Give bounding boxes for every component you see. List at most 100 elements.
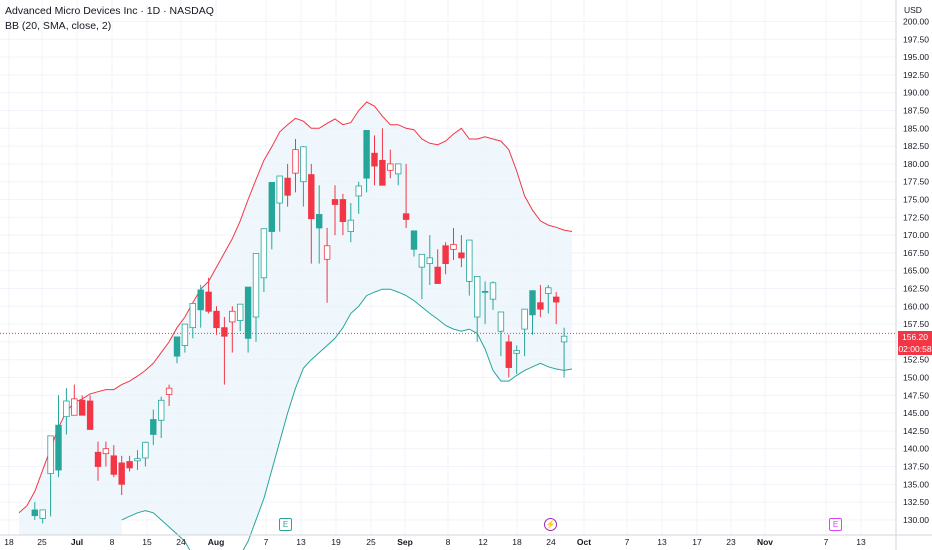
candle-body	[371, 152, 378, 167]
candle-body	[118, 462, 125, 485]
candle-body	[157, 399, 165, 421]
candle-body	[150, 419, 157, 435]
candle-body	[339, 199, 347, 222]
indicator-label[interactable]: BB (20, SMA, close, 2)	[5, 20, 112, 32]
upcoming-earnings-event-icon[interactable]: E	[829, 518, 842, 531]
chart-legend: Advanced Micro Devices Inc · 1D · NASDAQ…	[5, 4, 214, 34]
price-tick-label: 187.50	[903, 106, 929, 116]
time-tick-label: 19	[331, 537, 341, 547]
candle-body	[229, 310, 236, 323]
candle-body	[260, 228, 268, 279]
price-tick-label: 135.00	[903, 479, 929, 489]
price-tick-label: 200.00	[903, 17, 929, 27]
bollinger-lower-band	[121, 288, 573, 550]
price-tick-label: 165.00	[903, 266, 929, 276]
price-tick-label: 170.00	[903, 230, 929, 240]
time-tick-label: Oct	[577, 537, 591, 547]
candle-body	[410, 230, 418, 250]
price-tick-label: 185.00	[903, 123, 929, 133]
time-tick-label: Nov	[757, 537, 773, 547]
candle-body	[450, 243, 457, 250]
candle-body	[347, 219, 354, 232]
candle-body	[489, 282, 497, 300]
price-tick-label: 190.00	[903, 88, 929, 98]
price-tick-label: 195.00	[903, 52, 929, 62]
price-tick-label: 157.50	[903, 319, 929, 329]
price-tick-label: 167.50	[903, 248, 929, 258]
candle-body	[268, 182, 275, 232]
symbol-title[interactable]: Advanced Micro Devices Inc · 1D · NASDAQ	[5, 5, 214, 17]
candle-body	[181, 323, 189, 346]
candle-body	[165, 387, 173, 395]
time-tick-label: 12	[478, 537, 488, 547]
candle-body	[481, 290, 489, 293]
last-price-tag: 156.20	[898, 331, 932, 343]
time-tick-label: 7	[824, 537, 829, 547]
time-tick-label: 7	[264, 537, 269, 547]
candle-body	[213, 310, 220, 329]
price-tick-label: 132.50	[903, 497, 929, 507]
price-tick-label: 180.00	[903, 159, 929, 169]
candle-body	[252, 253, 260, 318]
candle-body	[276, 175, 283, 204]
earnings-event-icon[interactable]: E	[279, 518, 292, 531]
candle-body	[513, 350, 520, 354]
candle-body	[466, 239, 473, 282]
price-tick-label: 147.50	[903, 390, 929, 400]
candle-body	[402, 213, 410, 220]
time-axis[interactable]: 18 25 Jul 8 15 24 Aug 7 13 19 25 Sep 8 12 18 24 Oct 7 13 17…	[4, 537, 866, 547]
candle-body	[71, 398, 78, 416]
time-tick-label: 17	[692, 537, 702, 547]
candle-body	[529, 290, 536, 316]
price-tick-label: 150.00	[903, 373, 929, 383]
candle-body	[189, 303, 196, 329]
candle-body	[292, 149, 299, 174]
candle-body	[173, 336, 181, 357]
price-tick-label: 172.50	[903, 212, 929, 222]
candle-body	[55, 424, 62, 471]
price-tick-label: 130.00	[903, 515, 929, 525]
price-tick-label: 145.00	[903, 408, 929, 418]
candle-body	[39, 509, 46, 519]
price-tick-label: 182.50	[903, 141, 929, 151]
candle-body	[363, 130, 370, 179]
time-tick-label: 25	[37, 537, 47, 547]
bollinger-band-fill	[19, 102, 572, 535]
time-tick-label: 13	[657, 537, 667, 547]
candle-body	[205, 291, 212, 312]
candle-body	[323, 245, 331, 260]
candle-body	[505, 341, 512, 368]
bollinger-upper-band	[18, 101, 573, 514]
time-tick-label: 25	[366, 537, 376, 547]
candle-body	[545, 287, 552, 294]
candle-body	[379, 159, 386, 186]
dividend-event-icon[interactable]: ⚡	[544, 518, 557, 531]
candle-body	[473, 275, 481, 318]
time-tick-label: 15	[142, 537, 152, 547]
candle-body	[355, 185, 362, 197]
candle-body	[31, 509, 38, 517]
price-tick-label: 192.50	[903, 70, 929, 80]
candle-body	[63, 400, 70, 418]
countdown-tag: 02:00:58	[898, 343, 932, 355]
time-tick-label: 24	[546, 537, 556, 547]
candle-body	[537, 302, 544, 310]
price-axis[interactable]: 200.00 197.50 195.00 192.50 190.00 187.50 185.…	[903, 17, 929, 525]
time-tick-label: Jul	[71, 537, 83, 547]
candle-body	[426, 257, 433, 264]
candle-body	[102, 448, 110, 455]
candle-body	[560, 335, 568, 343]
time-tick-label: 18	[512, 537, 522, 547]
candle-body	[315, 214, 323, 229]
price-tick-label: 160.00	[903, 301, 929, 311]
price-tick-label: 177.50	[903, 177, 929, 187]
candle-body	[221, 327, 228, 337]
candle-body	[86, 400, 94, 430]
price-tick-label: 162.50	[903, 284, 929, 294]
candle-body	[418, 253, 426, 268]
candle-body	[47, 435, 54, 475]
candle-body	[521, 308, 528, 330]
time-tick-label: 23	[726, 537, 736, 547]
candle-body	[458, 252, 465, 259]
